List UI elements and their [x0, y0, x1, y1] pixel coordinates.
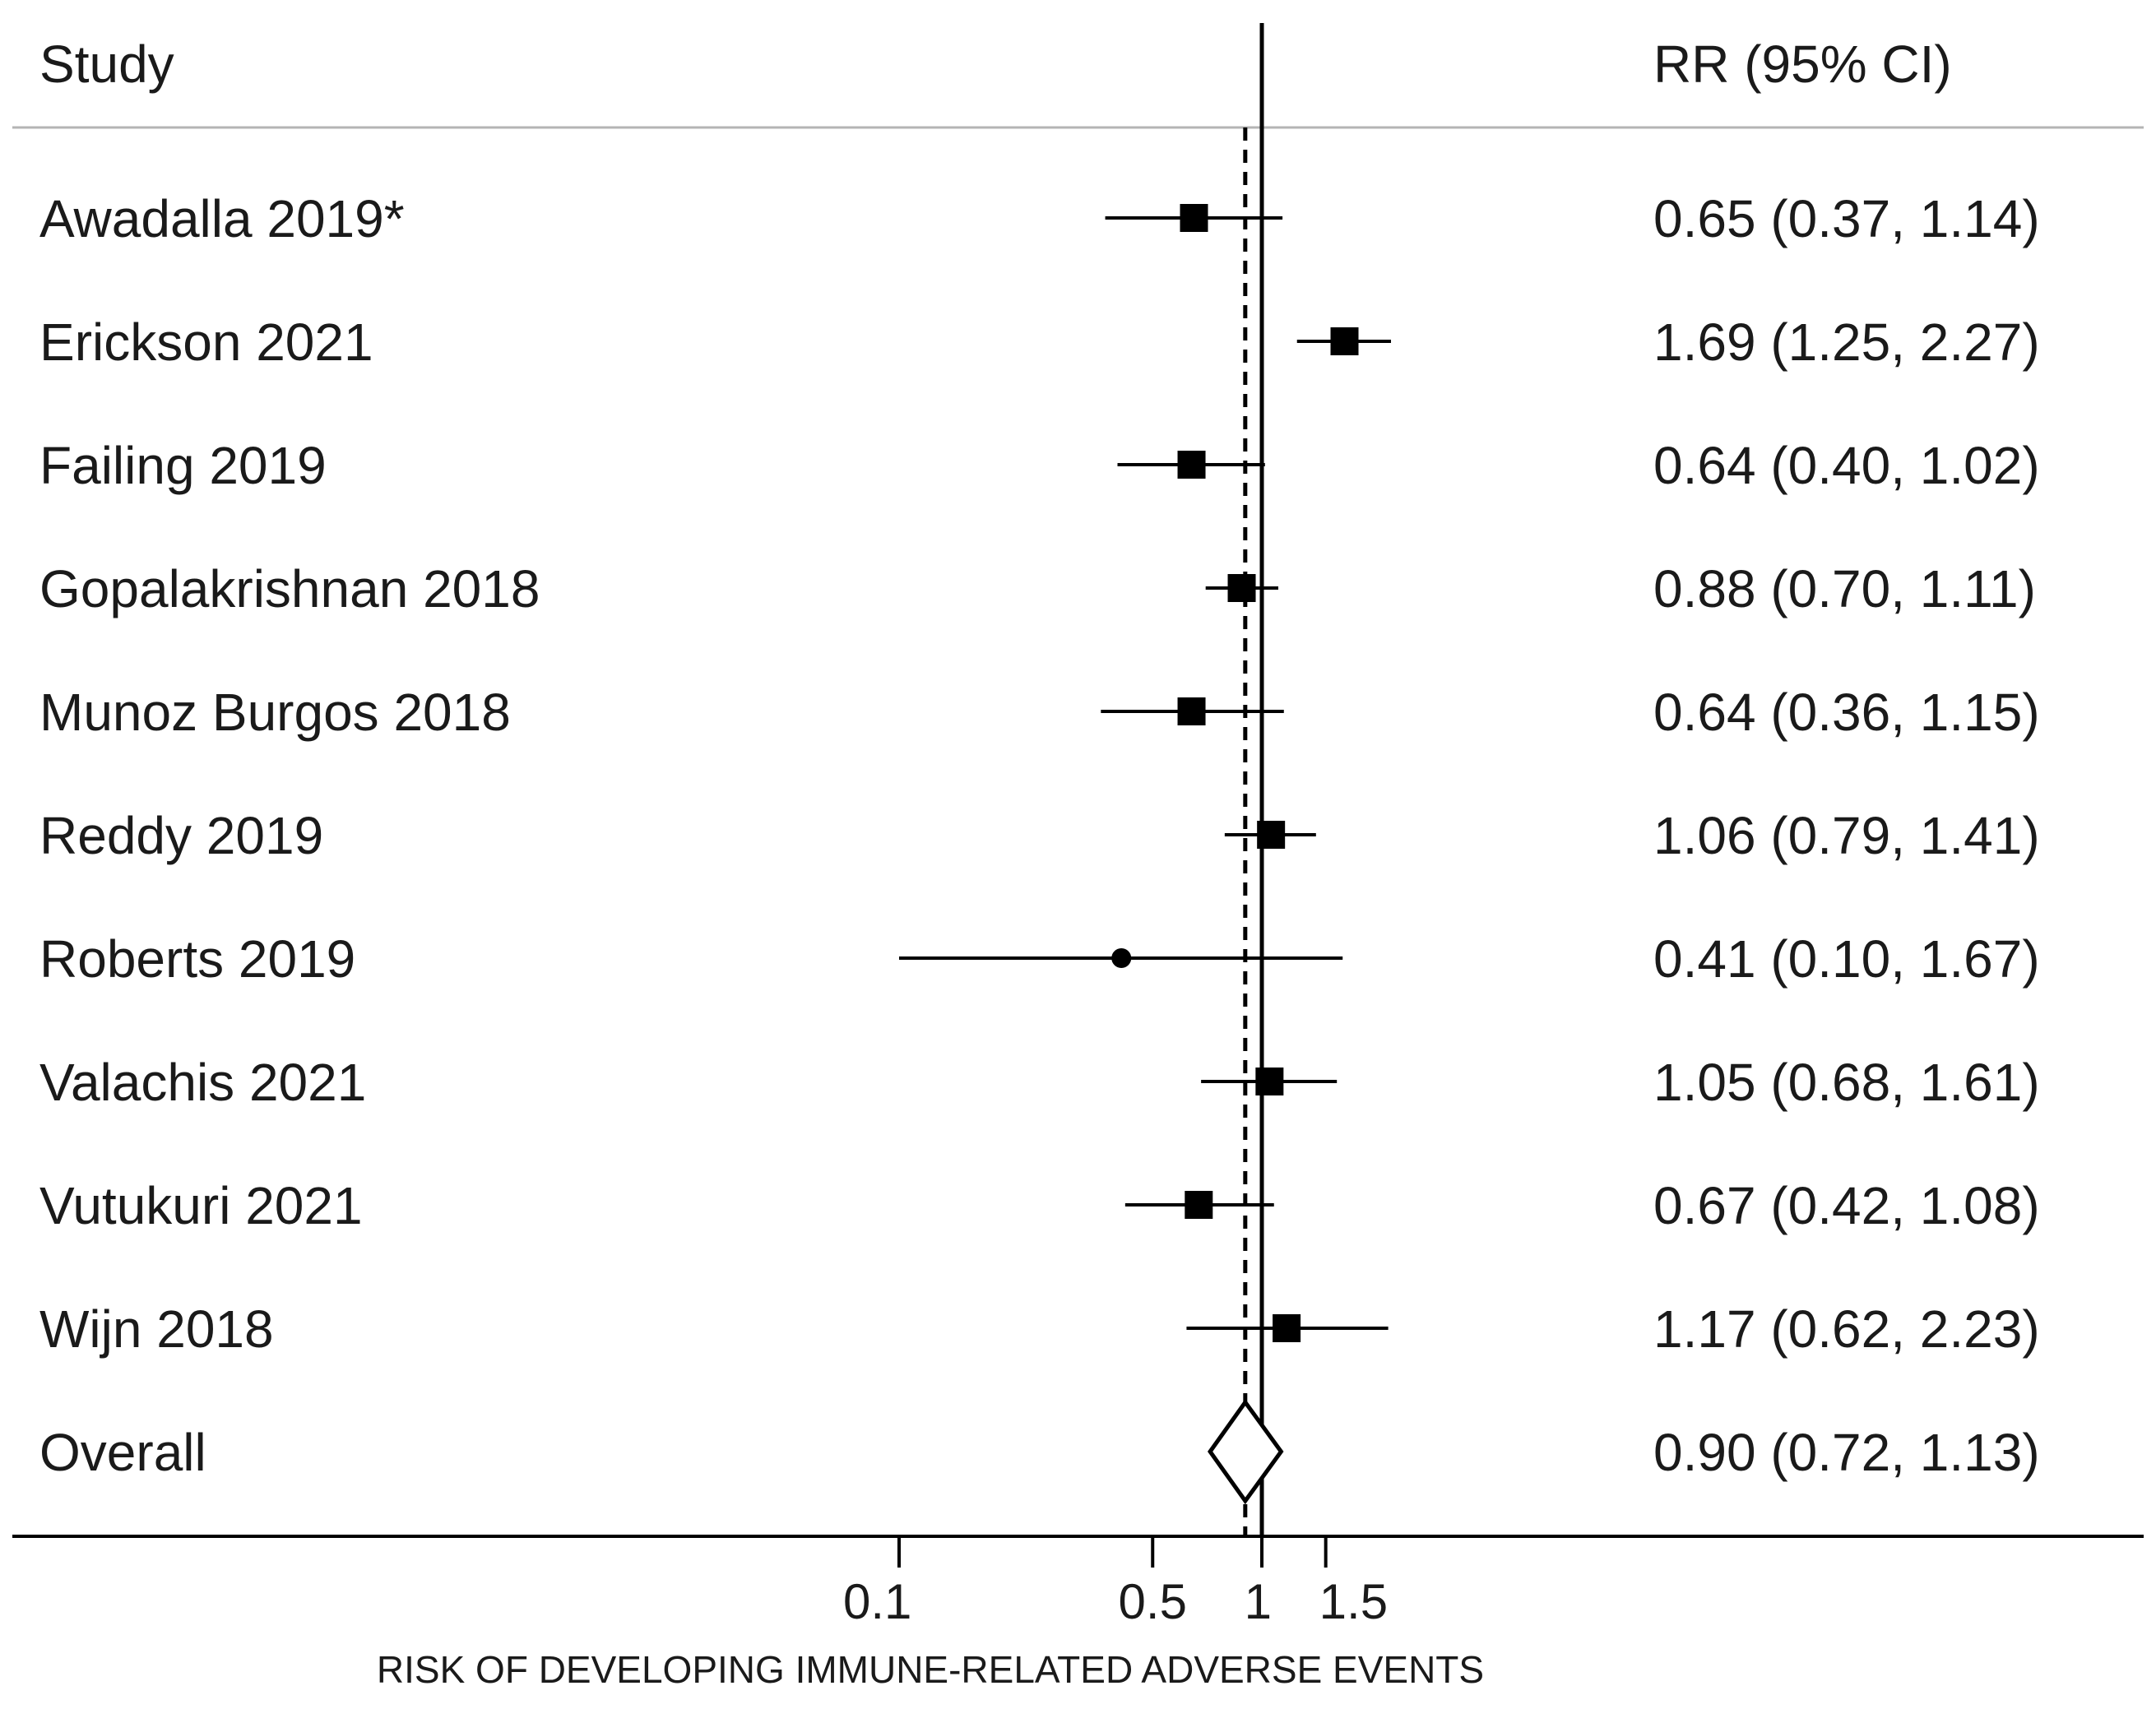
- study-estimate-text: 1.17 (0.62, 2.23): [1653, 1299, 2040, 1359]
- study-estimate-text: 0.67 (0.42, 1.08): [1653, 1176, 2040, 1235]
- study-label: Erickson 2021: [39, 313, 373, 372]
- study-estimate-text: 0.64 (0.36, 1.15): [1653, 683, 2040, 742]
- axis-tick-label: 0.1: [843, 1574, 911, 1629]
- point-estimate-marker: [1180, 204, 1208, 232]
- study-label: Munoz Burgos 2018: [39, 683, 511, 742]
- point-estimate-marker: [1185, 1191, 1213, 1219]
- study-estimate-text: 1.06 (0.79, 1.41): [1653, 806, 2040, 865]
- point-estimate-marker: [1273, 1314, 1301, 1342]
- study-estimate-text: 1.69 (1.25, 2.27): [1653, 313, 2040, 372]
- overall-diamond: [1208, 1398, 1284, 1505]
- header-estimate: RR (95% CI): [1653, 35, 1952, 94]
- overall-label: Overall: [39, 1423, 206, 1482]
- point-estimate-marker: [1255, 1068, 1284, 1095]
- study-label: Awadalla 2019*: [39, 189, 405, 248]
- x-axis: 0.1 0.5 1 1.5: [12, 1535, 2144, 1629]
- study-label: Valachis 2021: [39, 1053, 366, 1112]
- study-estimate-text: 0.65 (0.37, 1.14): [1653, 189, 2040, 248]
- header-study: Study: [39, 35, 174, 94]
- point-estimate-marker: [1111, 948, 1132, 968]
- axis-tick-label: 1.5: [1319, 1574, 1388, 1629]
- axis-tick-label: 0.5: [1119, 1574, 1187, 1629]
- study-label: Reddy 2019: [39, 806, 323, 865]
- study-label: Vutukuri 2021: [39, 1176, 363, 1235]
- study-rows: Awadalla 2019* 0.65 (0.37, 1.14) Erickson …: [39, 23, 2040, 1536]
- study-estimate-text: 0.41 (0.10, 1.67): [1653, 929, 2040, 989]
- point-estimate-marker: [1227, 574, 1256, 602]
- study-label: Roberts 2019: [39, 929, 355, 989]
- overall-estimate-text: 0.90 (0.72, 1.13): [1653, 1423, 2040, 1482]
- study-estimate-text: 0.64 (0.40, 1.02): [1653, 436, 2040, 495]
- axis-tick-label: 1: [1245, 1574, 1272, 1629]
- study-label: Gopalakrishnan 2018: [39, 559, 540, 618]
- point-estimate-marker: [1177, 451, 1206, 479]
- point-estimate-marker: [1257, 821, 1286, 849]
- point-estimate-marker: [1330, 327, 1359, 355]
- study-label: Failing 2019: [39, 436, 327, 495]
- x-axis-label: RISK OF DEVELOPING IMMUNE-RELATED ADVERS…: [377, 1648, 1484, 1691]
- study-estimate-text: 0.88 (0.70, 1.11): [1653, 559, 2036, 618]
- study-estimate-text: 1.05 (0.68, 1.61): [1653, 1053, 2040, 1112]
- point-estimate-marker: [1177, 697, 1206, 725]
- study-label: Wijn 2018: [39, 1299, 274, 1359]
